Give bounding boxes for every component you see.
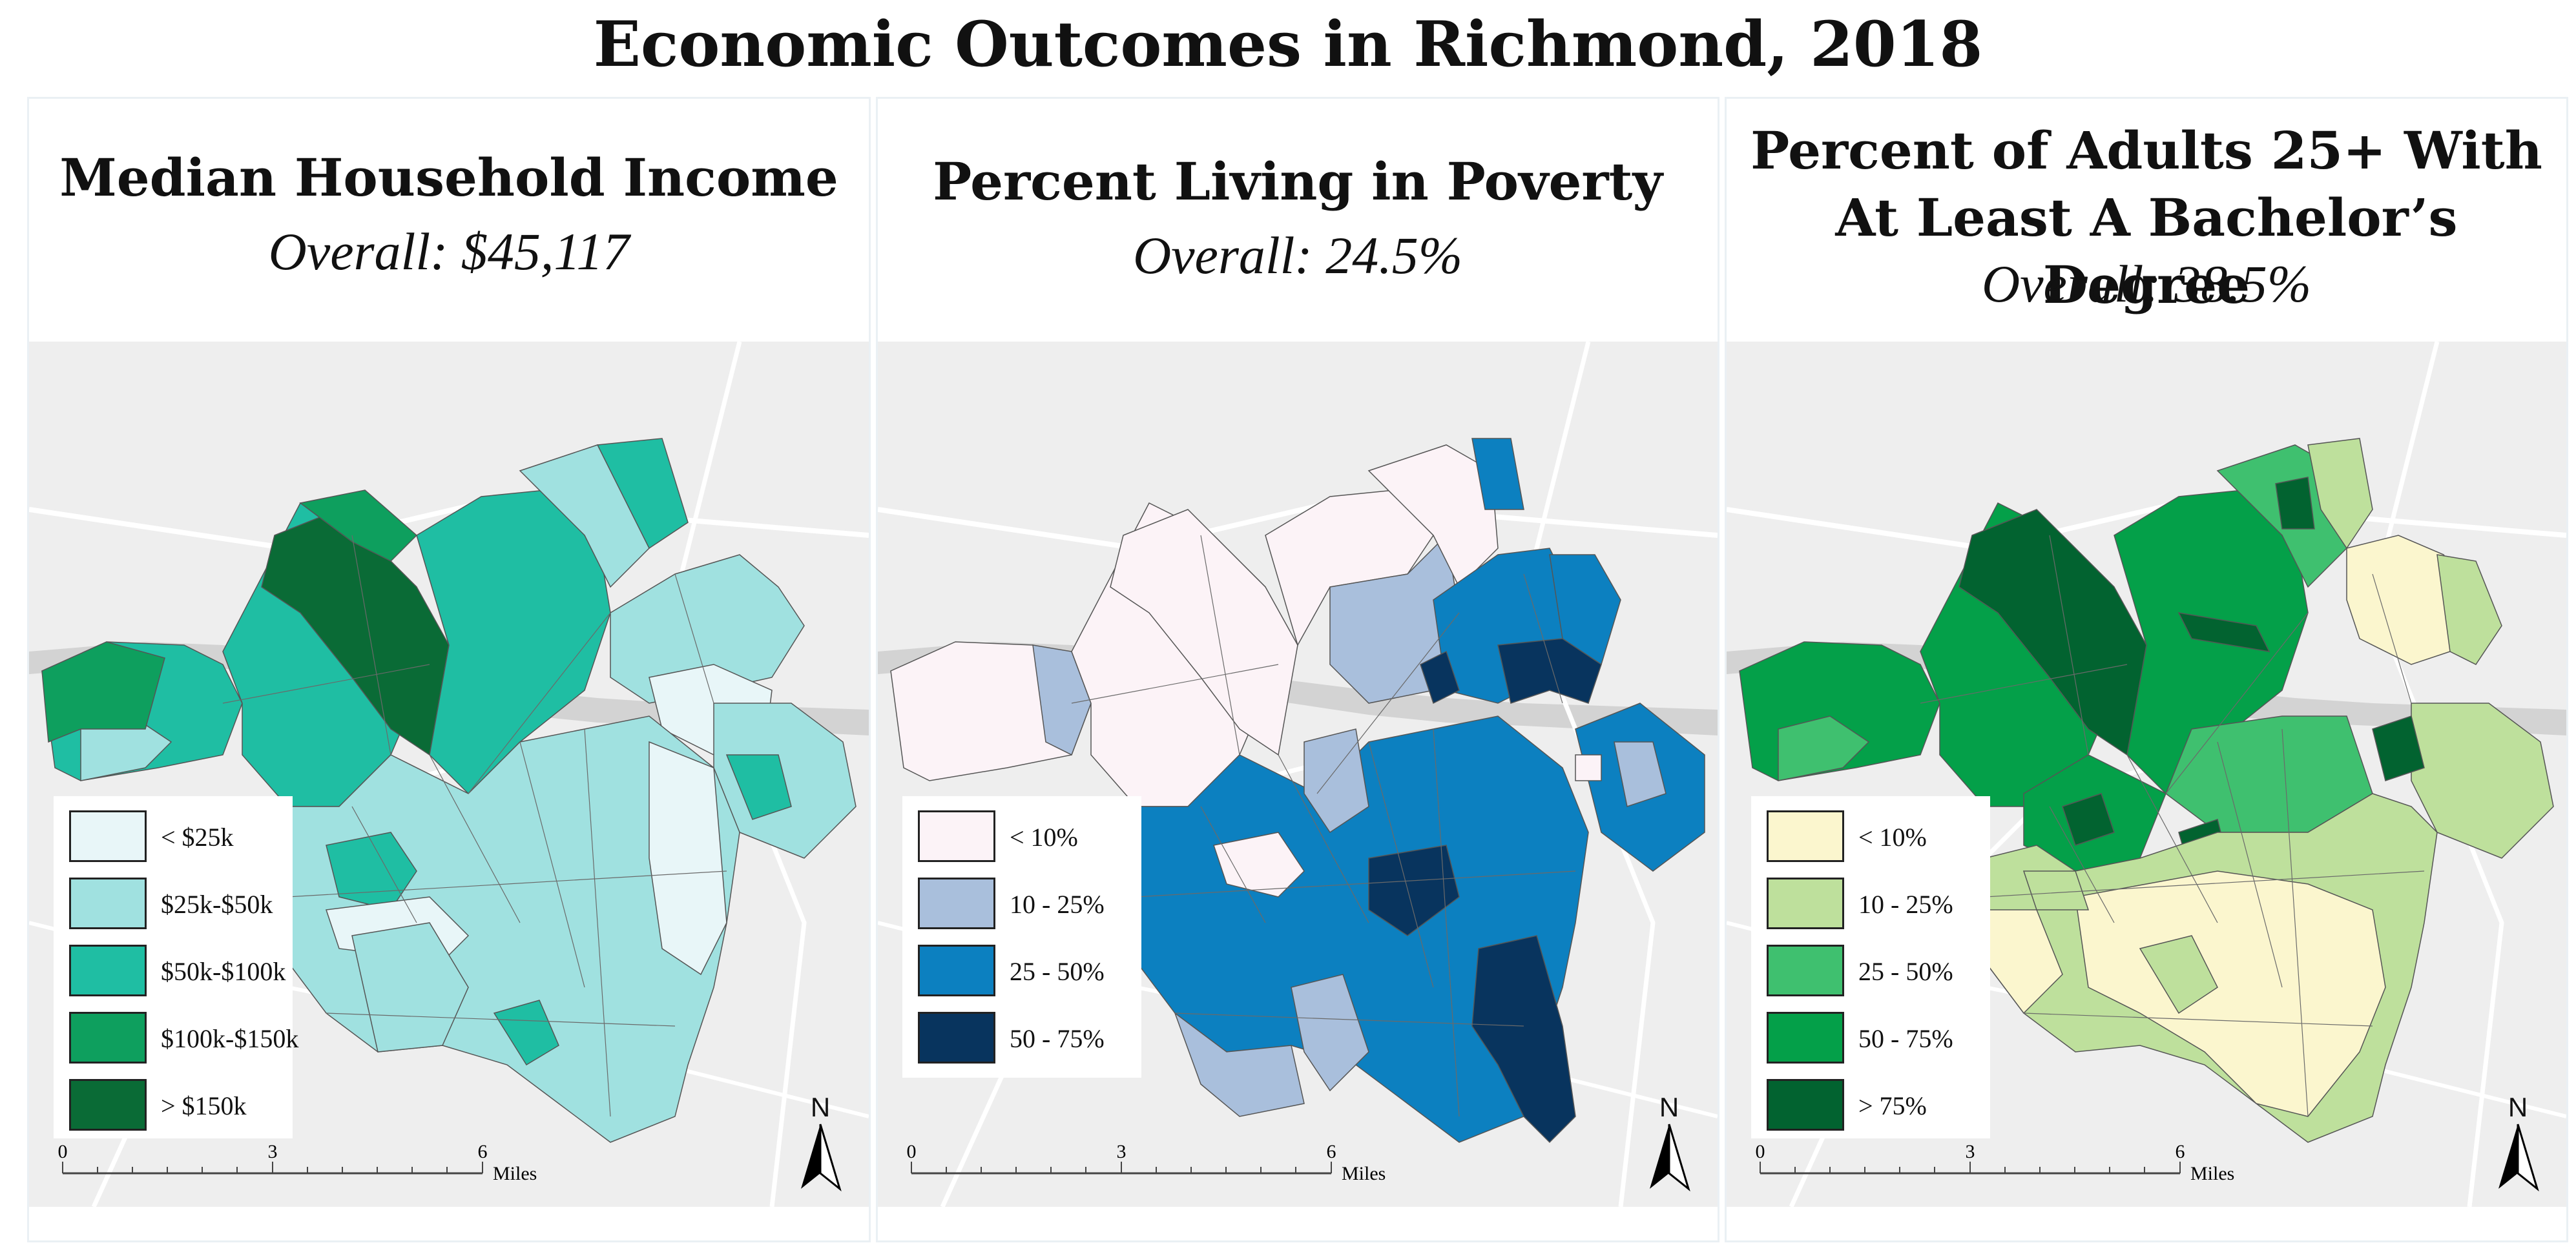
scale-unit-label: Miles bbox=[2190, 1163, 2234, 1184]
legend-label: 10 - 25% bbox=[1010, 890, 1105, 919]
panel-title: Percent Living in Poverty bbox=[878, 148, 1718, 215]
legend-label: 25 - 50% bbox=[1010, 957, 1105, 986]
legend-swatch bbox=[69, 1012, 147, 1064]
legend-swatch bbox=[1767, 1079, 1844, 1131]
tract-boundaries bbox=[1071, 535, 1576, 1117]
tract-boundaries bbox=[222, 535, 727, 1117]
scale-tick-label: 6 bbox=[2176, 1141, 2185, 1162]
legend-item: $50k-$100k bbox=[69, 945, 289, 1004]
scale-tick-label: 3 bbox=[1966, 1141, 1975, 1162]
basemap bbox=[878, 342, 1718, 1207]
legend-label: $50k-$100k bbox=[161, 957, 286, 986]
legend-item: 50 - 75% bbox=[918, 1012, 1137, 1071]
north-arrow: N bbox=[2489, 1092, 2547, 1195]
legend-swatch bbox=[1767, 878, 1844, 929]
panel-title-line: Percent of Adults 25+ With bbox=[1750, 120, 2542, 181]
legend-label: < 10% bbox=[1010, 823, 1078, 852]
panel-overall: Overall: $45,117 bbox=[268, 222, 630, 281]
legend: < 10% 10 - 25% 25 - 50% 50 - 75% > 75% bbox=[1751, 796, 1990, 1138]
legend-item: < $25k bbox=[69, 810, 289, 870]
city-tracts bbox=[41, 438, 857, 1143]
north-label: N bbox=[2508, 1092, 2528, 1122]
legend-label: < $25k bbox=[161, 823, 234, 852]
legend-item: < 10% bbox=[1767, 810, 1986, 870]
city-tracts bbox=[890, 438, 1705, 1144]
legend-swatch bbox=[69, 810, 147, 862]
legend-swatch bbox=[918, 1012, 995, 1064]
scale-tick-label: 3 bbox=[268, 1141, 278, 1162]
panel-overall: Overall: 38.5% bbox=[1981, 254, 2312, 313]
scale-bar: 0 3 6 Miles bbox=[1754, 1135, 2245, 1195]
legend-swatch bbox=[918, 810, 995, 862]
legend-label: $100k-$150k bbox=[161, 1024, 299, 1053]
legend-item: < 10% bbox=[918, 810, 1137, 870]
legend-item: > $150k bbox=[69, 1079, 289, 1138]
map-frame: < $25k $25k-$50k $50k-$100k $100k-$150k … bbox=[29, 342, 869, 1207]
legend-swatch bbox=[1767, 810, 1844, 862]
map-frame: < 10% 10 - 25% 25 - 50% 50 - 75% 0 bbox=[878, 342, 1718, 1207]
legend-label: 50 - 75% bbox=[1858, 1024, 1953, 1053]
main-title: Economic Outcomes in Richmond, 2018 bbox=[593, 8, 1983, 81]
scale-tick-label: 3 bbox=[1117, 1141, 1127, 1162]
legend-label: 25 - 50% bbox=[1858, 957, 1953, 986]
legend-label: > $150k bbox=[161, 1091, 247, 1120]
city-tracts bbox=[1739, 438, 2554, 1143]
road bbox=[1727, 500, 2566, 551]
legend-item: $25k-$50k bbox=[69, 878, 289, 937]
road bbox=[878, 500, 1718, 551]
map-frame: < 10% 10 - 25% 25 - 50% 50 - 75% > 75% bbox=[1727, 342, 2566, 1207]
north-arrow-icon bbox=[2498, 1124, 2518, 1189]
panel-overall: Overall: 24.5% bbox=[1132, 226, 1463, 285]
legend-item: 50 - 75% bbox=[1767, 1012, 1986, 1071]
legend-swatch bbox=[69, 1079, 147, 1131]
legend-label: < 10% bbox=[1858, 823, 1927, 852]
panel-bachelors-degree: Percent of Adults 25+ With At Least A Ba… bbox=[1725, 97, 2568, 1242]
tract-boundaries bbox=[1920, 535, 2425, 1117]
legend-label: > 75% bbox=[1858, 1091, 1927, 1120]
legend-item: 10 - 25% bbox=[918, 878, 1137, 937]
panel-title-line: Percent Living in Poverty bbox=[933, 151, 1663, 212]
panel-title-line: At Least A Bachelor’s Degree bbox=[1835, 187, 2458, 315]
scale-tick-label: 6 bbox=[1327, 1141, 1336, 1162]
legend-swatch bbox=[1767, 1012, 1844, 1064]
panel-title: Median Household Income bbox=[29, 144, 869, 211]
legend-label: 50 - 75% bbox=[1010, 1024, 1105, 1053]
scale-unit-label: Miles bbox=[493, 1163, 537, 1184]
legend-swatch bbox=[69, 878, 147, 929]
scale-bar: 0 3 6 Miles bbox=[905, 1135, 1396, 1195]
basemap bbox=[29, 342, 869, 1207]
legend-item: $100k-$150k bbox=[69, 1012, 298, 1071]
north-label: N bbox=[1659, 1092, 1679, 1122]
panel-median-household-income: Median Household Income Overall: $45,117 bbox=[27, 97, 871, 1242]
scale-tick-label: 0 bbox=[907, 1141, 917, 1162]
legend-swatch bbox=[1767, 945, 1844, 996]
legend-item: 25 - 50% bbox=[918, 945, 1137, 1004]
scale-tick-label: 6 bbox=[478, 1141, 488, 1162]
scale-tick-label: 0 bbox=[58, 1141, 68, 1162]
panel-title: Percent of Adults 25+ With At Least A Ba… bbox=[1727, 117, 2566, 318]
north-arrow: N bbox=[791, 1092, 849, 1195]
legend-item: 10 - 25% bbox=[1767, 878, 1986, 937]
legend: < $25k $25k-$50k $50k-$100k $100k-$150k … bbox=[54, 796, 298, 1138]
basemap bbox=[1727, 342, 2566, 1207]
north-arrow-icon bbox=[801, 1124, 820, 1189]
legend: < 10% 10 - 25% 25 - 50% 50 - 75% bbox=[902, 796, 1141, 1078]
panel-percent-living-in-poverty: Percent Living in Poverty Overall: 24.5% bbox=[876, 97, 1719, 1242]
north-arrow: N bbox=[1640, 1092, 1698, 1195]
panel-title-line: Median Household Income bbox=[59, 147, 838, 208]
scale-tick-label: 0 bbox=[1756, 1141, 1765, 1162]
legend-label: $25k-$50k bbox=[161, 890, 273, 919]
scale-bar: 0 3 6 Miles bbox=[56, 1135, 547, 1195]
scale-unit-label: Miles bbox=[1342, 1163, 1386, 1184]
legend-label: 10 - 25% bbox=[1858, 890, 1953, 919]
legend-swatch bbox=[918, 878, 995, 929]
legend-swatch bbox=[69, 945, 147, 996]
north-label: N bbox=[810, 1092, 831, 1122]
legend-swatch bbox=[918, 945, 995, 996]
north-arrow-icon bbox=[1650, 1124, 1669, 1189]
legend-item: > 75% bbox=[1767, 1079, 1986, 1138]
legend-item: 25 - 50% bbox=[1767, 945, 1986, 1004]
